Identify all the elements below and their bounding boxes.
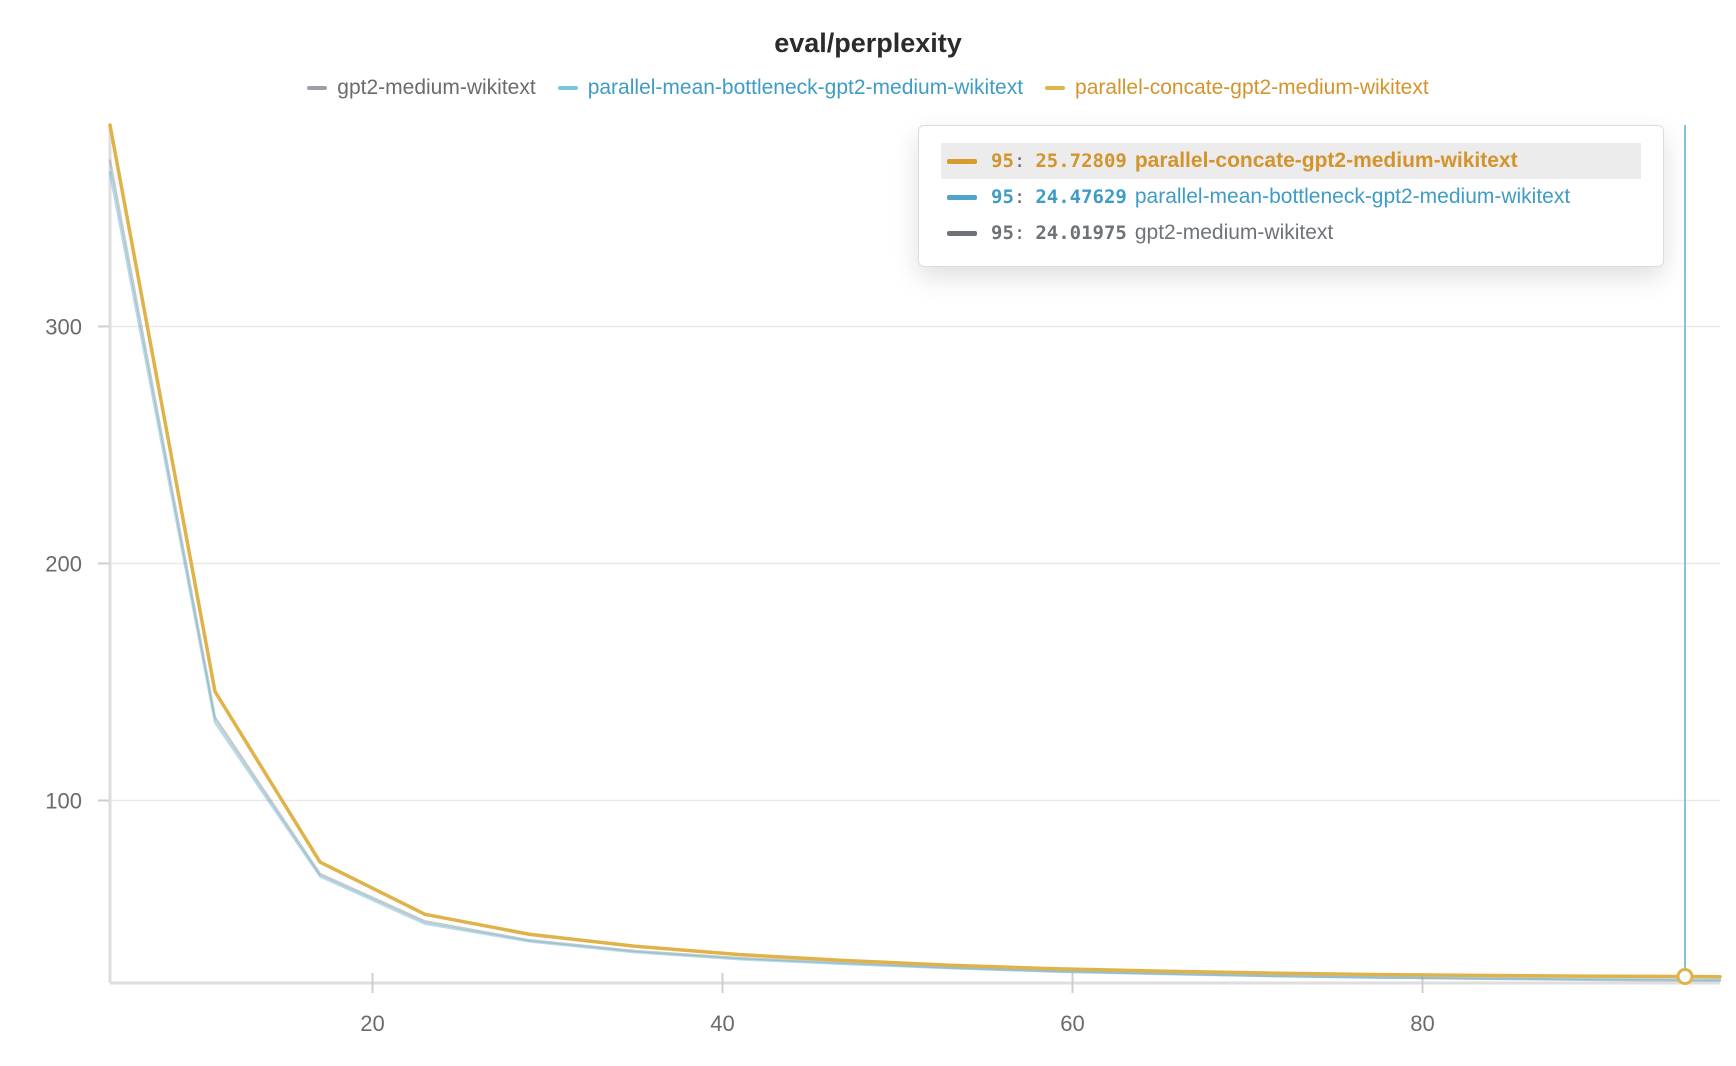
legend-swatch — [557, 86, 578, 90]
tooltip-swatch — [947, 158, 977, 164]
legend-item-1[interactable]: parallel-mean-bottleneck-gpt2-medium-wik… — [557, 76, 1024, 100]
legend-swatch — [307, 86, 328, 90]
tooltip-swatch — [947, 194, 977, 200]
tooltip-row-1: 95:24.47629 parallel-mean-bottleneck-gpt2… — [941, 179, 1641, 215]
series-line-1 — [108, 171, 1722, 981]
tooltip-separator: : — [1013, 186, 1026, 208]
x-tick-label-3: 80 — [1410, 1011, 1434, 1036]
tooltip-separator: : — [1013, 222, 1026, 244]
legend-label: parallel-concate-gpt2-medium-wikitext — [1075, 76, 1429, 99]
tooltip-separator: : — [1013, 150, 1026, 172]
tooltip-series-name: parallel-concate-gpt2-medium-wikitext — [1134, 149, 1518, 172]
series-line-0 — [108, 159, 1722, 983]
y-tick-label-1: 200 — [45, 551, 82, 576]
tooltip-step: 95 — [991, 150, 1014, 172]
legend-label: parallel-mean-bottleneck-gpt2-medium-wik… — [587, 76, 1024, 99]
y-tick-label-0: 100 — [45, 788, 82, 813]
tooltip-step: 95 — [991, 186, 1014, 208]
x-tick-label-0: 20 — [360, 1011, 384, 1036]
legend-label: gpt2-medium-wikitext — [337, 76, 536, 99]
y-tick-label-2: 300 — [45, 314, 82, 339]
tooltip-row-2: 95:24.01975 gpt2-medium-wikitext — [941, 215, 1641, 251]
legend-item-0[interactable]: gpt2-medium-wikitext — [307, 76, 536, 100]
hover-tooltip: 95:25.72809 parallel-concate-gpt2-medium-… — [918, 125, 1664, 267]
tooltip-series-name: parallel-mean-bottleneck-gpt2-medium-wik… — [1134, 185, 1571, 208]
legend-swatch — [1045, 86, 1066, 90]
tooltip-step: 95 — [991, 222, 1014, 244]
tooltip-series-name: gpt2-medium-wikitext — [1134, 221, 1334, 244]
tooltip-value: 24.01975 — [1035, 222, 1127, 244]
series-line-2 — [108, 123, 1722, 979]
x-tick-label-2: 60 — [1060, 1011, 1084, 1036]
x-tick-label-1: 40 — [710, 1011, 734, 1036]
tooltip-swatch — [947, 230, 977, 236]
legend-item-2[interactable]: parallel-concate-gpt2-medium-wikitext — [1045, 76, 1429, 100]
hover-marker — [1676, 968, 1694, 986]
tooltip-value: 24.47629 — [1035, 186, 1127, 208]
chart-title: eval/perplexity — [774, 28, 962, 58]
tooltip-row-0: 95:25.72809 parallel-concate-gpt2-medium-… — [941, 143, 1641, 179]
tooltip-value: 25.72809 — [1035, 150, 1127, 172]
legend: gpt2-medium-wikitext parallel-mean-bottle… — [0, 76, 1736, 100]
